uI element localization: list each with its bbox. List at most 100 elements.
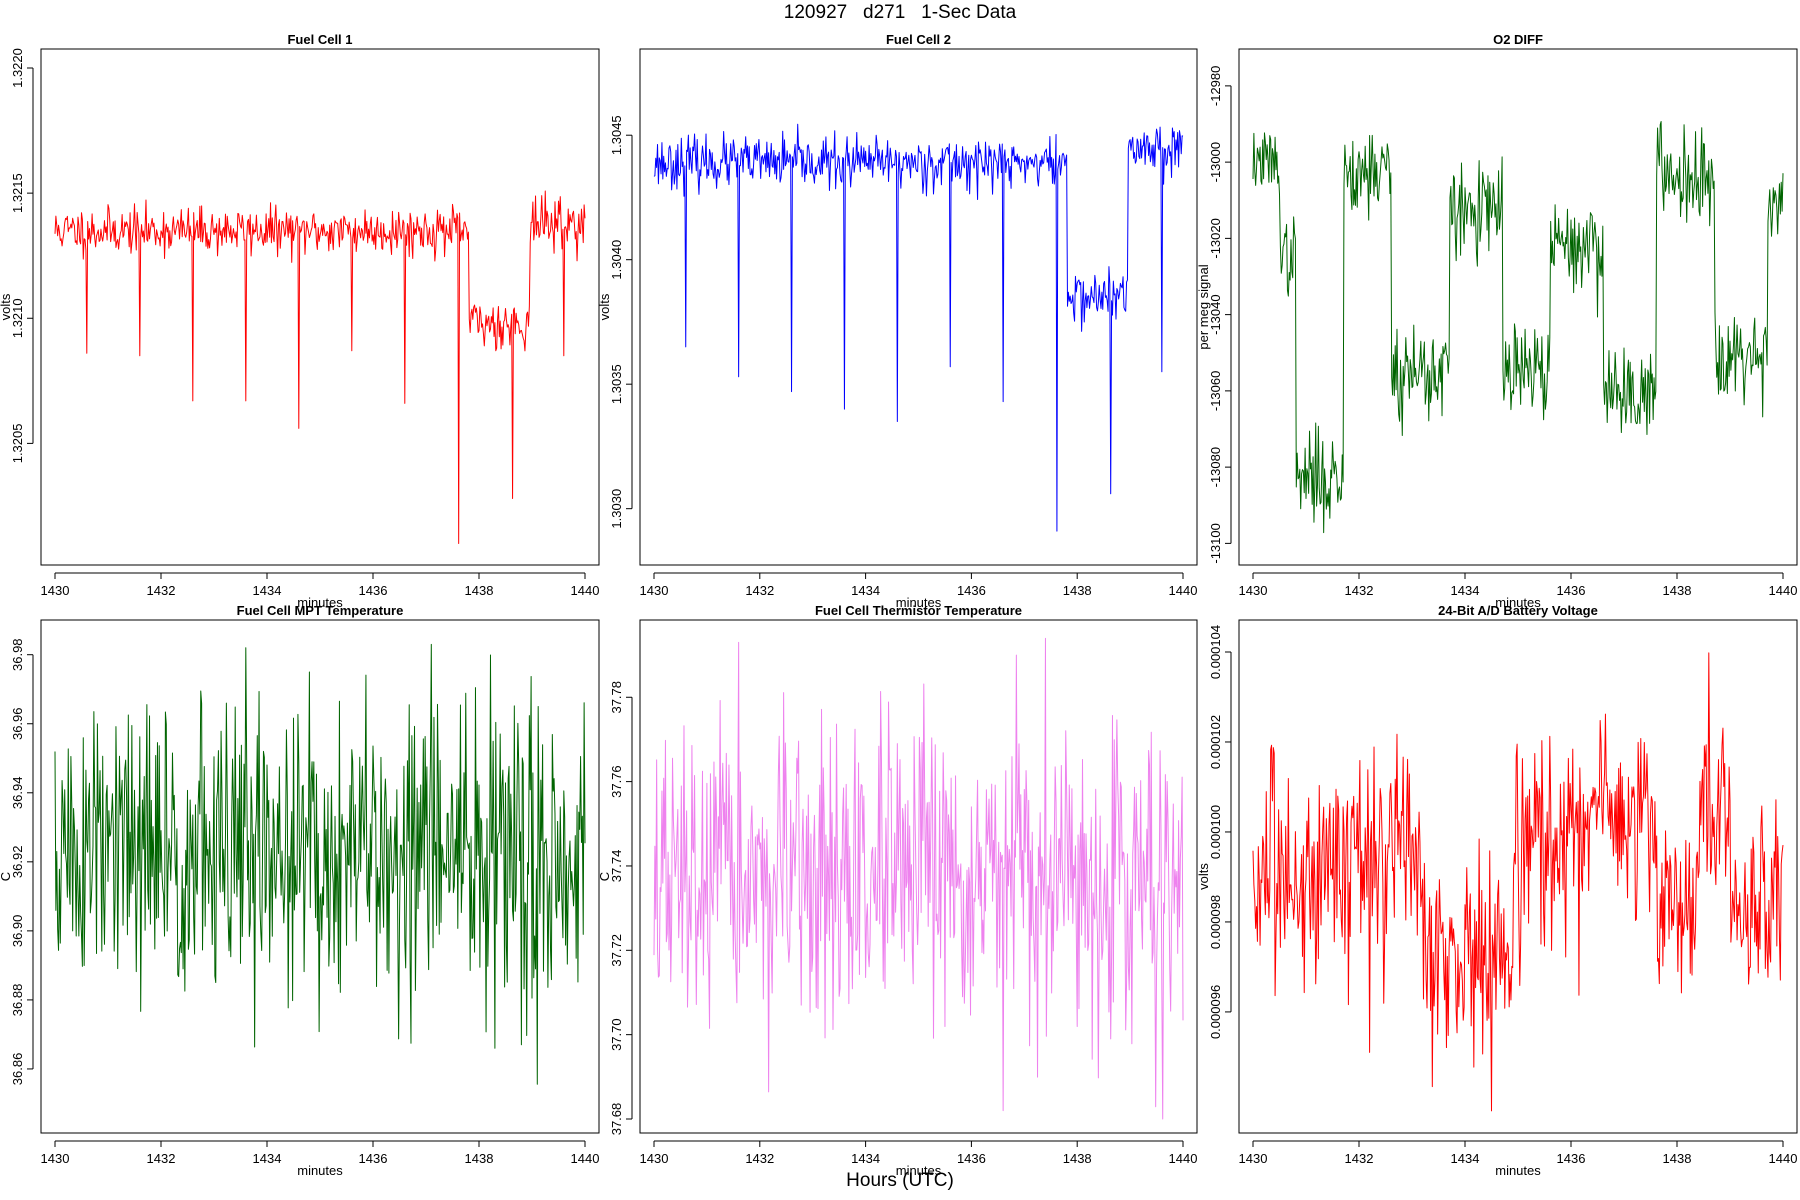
chart-panel-3: O2 DIFF 1430 1432 1434 1436 1438 1440 minutes -1… xyxy=(1196,32,1798,610)
x-tick-label: 1440 xyxy=(571,583,600,598)
plot-frame xyxy=(639,619,1198,1134)
y-axis: 1.3030 1.3035 1.3040 1.3045 xyxy=(609,115,633,529)
x-tick-label: 1436 xyxy=(1557,583,1586,598)
y-tick-label: 36.86 xyxy=(10,1053,25,1086)
series-line xyxy=(54,190,586,544)
x-tick-label: 1430 xyxy=(1239,583,1268,598)
x-axis-label: minutes xyxy=(896,595,942,610)
x-axis: 1430 1432 1434 1436 1438 1440 xyxy=(1239,1140,1798,1166)
x-tick-label: 1440 xyxy=(571,1151,600,1166)
x-axis: 1430 1432 1434 1436 1438 1440 xyxy=(1239,572,1798,598)
plot-frame xyxy=(639,48,1198,566)
y-tick-label: 37.72 xyxy=(609,934,624,967)
x-tick-label: 1434 xyxy=(1451,583,1480,598)
x-tick-label: 1438 xyxy=(1063,583,1092,598)
y-axis: 36.86 36.88 36.90 36.92 36.94 36.96 36.98 xyxy=(10,638,34,1086)
chart-panel-2: Fuel Cell 2 1430 1432 1434 1436 1438 1440 minut… xyxy=(597,32,1198,610)
series-line xyxy=(1252,652,1784,1112)
x-tick-label: 1432 xyxy=(1345,583,1374,598)
y-axis: 0.000096 0.000098 0.000100 0.000102 0.000104 xyxy=(1208,625,1232,1039)
y-tick-label: 0.000102 xyxy=(1208,715,1223,769)
x-axis: 1430 1432 1434 1436 1438 1440 xyxy=(41,1140,600,1166)
x-axis-label: minutes xyxy=(896,1163,942,1178)
x-tick-label: 1436 xyxy=(957,1151,986,1166)
x-tick-label: 1432 xyxy=(147,583,176,598)
x-tick-label: 1434 xyxy=(851,1151,880,1166)
y-tick-label: 36.98 xyxy=(10,638,25,671)
x-axis: 1430 1432 1434 1436 1438 1440 xyxy=(640,1140,1197,1166)
figure-title: 120927 d271 1-Sec Data xyxy=(783,2,1017,23)
y-tick-label: 0.000104 xyxy=(1208,625,1223,679)
x-tick-label: 1434 xyxy=(851,583,880,598)
x-tick-label: 1436 xyxy=(359,583,388,598)
y-tick-label: 36.96 xyxy=(10,707,25,740)
y-tick-label: 36.88 xyxy=(10,984,25,1017)
y-axis-label: volts xyxy=(0,293,13,320)
y-axis-label: C xyxy=(597,872,612,881)
y-tick-label: 37.74 xyxy=(609,850,624,883)
x-tick-label: 1436 xyxy=(957,583,986,598)
panel-title: Fuel Cell 1 xyxy=(287,32,352,47)
panel-title: O2 DIFF xyxy=(1493,32,1543,47)
panel-title: 24-Bit A/D Battery Voltage xyxy=(1438,603,1598,618)
y-tick-label: 36.90 xyxy=(10,915,25,948)
x-axis-label: minutes xyxy=(1495,1163,1541,1178)
x-tick-label: 1430 xyxy=(41,583,70,598)
y-tick-label: -13080 xyxy=(1208,447,1223,487)
y-tick-label: 36.94 xyxy=(10,777,25,810)
y-tick-label: 37.78 xyxy=(609,681,624,714)
y-tick-label: 0.000096 xyxy=(1208,985,1223,1039)
y-tick-label: -13060 xyxy=(1208,371,1223,411)
y-tick-label: 1.3215 xyxy=(10,173,25,213)
x-tick-label: 1430 xyxy=(41,1151,70,1166)
x-tick-label: 1438 xyxy=(465,583,494,598)
y-tick-label: -12980 xyxy=(1208,66,1223,106)
y-tick-label: 36.92 xyxy=(10,846,25,879)
x-tick-label: 1430 xyxy=(1239,1151,1268,1166)
x-tick-label: 1436 xyxy=(1557,1151,1586,1166)
y-axis: -13100 -13080 -13060 -13040 -13020 -13000 -129… xyxy=(1208,66,1232,564)
panel-title: Fuel Cell Thermistor Temperature xyxy=(815,603,1022,618)
x-axis: 1430 1432 1434 1436 1438 1440 xyxy=(640,572,1198,598)
y-tick-label: 37.76 xyxy=(609,765,624,798)
panel-title: Fuel Cell MPT Temperature xyxy=(237,603,404,618)
y-axis-label: C xyxy=(0,872,13,881)
series-line xyxy=(653,637,1184,1120)
y-tick-label: 37.70 xyxy=(609,1018,624,1051)
y-axis: 1.3205 1.3210 1.3215 1.3220 xyxy=(10,48,34,463)
x-tick-label: 1432 xyxy=(147,1151,176,1166)
panel-title: Fuel Cell 2 xyxy=(886,32,951,47)
x-tick-label: 1434 xyxy=(253,583,282,598)
y-tick-label: 1.3040 xyxy=(609,240,624,280)
x-tick-label: 1432 xyxy=(1345,1151,1374,1166)
plot-frame xyxy=(40,48,600,566)
x-axis-label: minutes xyxy=(1495,595,1541,610)
series-line xyxy=(1252,121,1784,534)
x-tick-label: 1438 xyxy=(1663,1151,1692,1166)
y-axis-label: per meg signal xyxy=(1196,264,1211,349)
y-tick-label: -13020 xyxy=(1208,218,1223,258)
x-tick-label: 1440 xyxy=(1769,583,1798,598)
x-tick-label: 1440 xyxy=(1169,583,1198,598)
y-tick-label: 37.68 xyxy=(609,1103,624,1136)
chart-panel-5: Fuel Cell Thermistor Temperature 1430 1432… xyxy=(597,603,1198,1178)
x-tick-label: 1430 xyxy=(640,583,669,598)
y-tick-label: -13100 xyxy=(1208,523,1223,563)
x-tick-label: 1438 xyxy=(1063,1151,1092,1166)
x-tick-label: 1430 xyxy=(640,1151,669,1166)
plot-frame xyxy=(1238,619,1798,1134)
y-tick-label: 0.000100 xyxy=(1208,805,1223,859)
y-axis-label: volts xyxy=(597,293,612,320)
y-tick-label: 1.3030 xyxy=(609,489,624,529)
x-tick-label: 1440 xyxy=(1769,1151,1798,1166)
x-tick-label: 1432 xyxy=(745,583,774,598)
x-tick-label: 1434 xyxy=(1451,1151,1480,1166)
y-axis-label: volts xyxy=(1196,863,1211,890)
x-axis: 1430 1432 1434 1436 1438 1440 xyxy=(41,572,600,598)
figure-x-axis-label: Hours (UTC) xyxy=(846,1170,954,1191)
y-tick-label: 1.3035 xyxy=(609,364,624,404)
x-tick-label: 1432 xyxy=(745,1151,774,1166)
